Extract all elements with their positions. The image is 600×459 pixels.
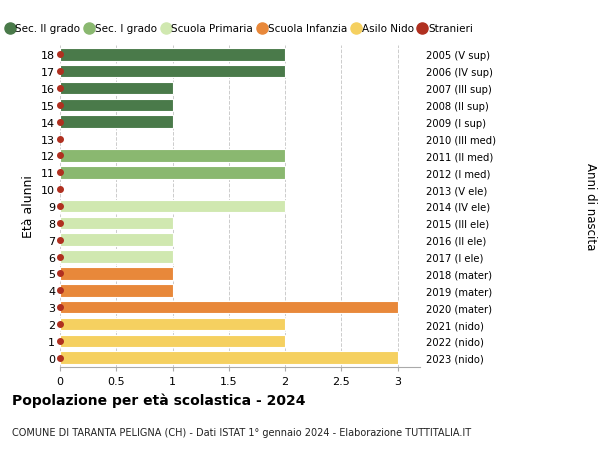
Bar [60, 318, 285, 330]
Bar [60, 301, 398, 314]
Bar [60, 217, 173, 230]
Text: COMUNE DI TARANTA PELIGNA (CH) - Dati ISTAT 1° gennaio 2024 - Elaborazione TUTTI: COMUNE DI TARANTA PELIGNA (CH) - Dati IS… [12, 427, 471, 437]
Bar [60, 335, 285, 347]
Bar [60, 66, 285, 78]
Y-axis label: Età alunni: Età alunni [22, 175, 35, 238]
Bar [60, 49, 285, 62]
Bar [60, 99, 173, 112]
Bar [60, 251, 173, 263]
Bar [60, 285, 173, 297]
Bar [60, 116, 173, 129]
Text: Anni di nascita: Anni di nascita [584, 163, 597, 250]
Bar [60, 268, 173, 280]
Bar [60, 167, 285, 179]
Text: Popolazione per età scolastica - 2024: Popolazione per età scolastica - 2024 [12, 392, 305, 407]
Bar [60, 200, 285, 213]
Legend: Sec. II grado, Sec. I grado, Scuola Primaria, Scuola Infanzia, Asilo Nido, Stran: Sec. II grado, Sec. I grado, Scuola Prim… [7, 24, 473, 34]
Bar [60, 234, 173, 246]
Bar [60, 83, 173, 95]
Bar [60, 352, 398, 364]
Bar [60, 150, 285, 162]
